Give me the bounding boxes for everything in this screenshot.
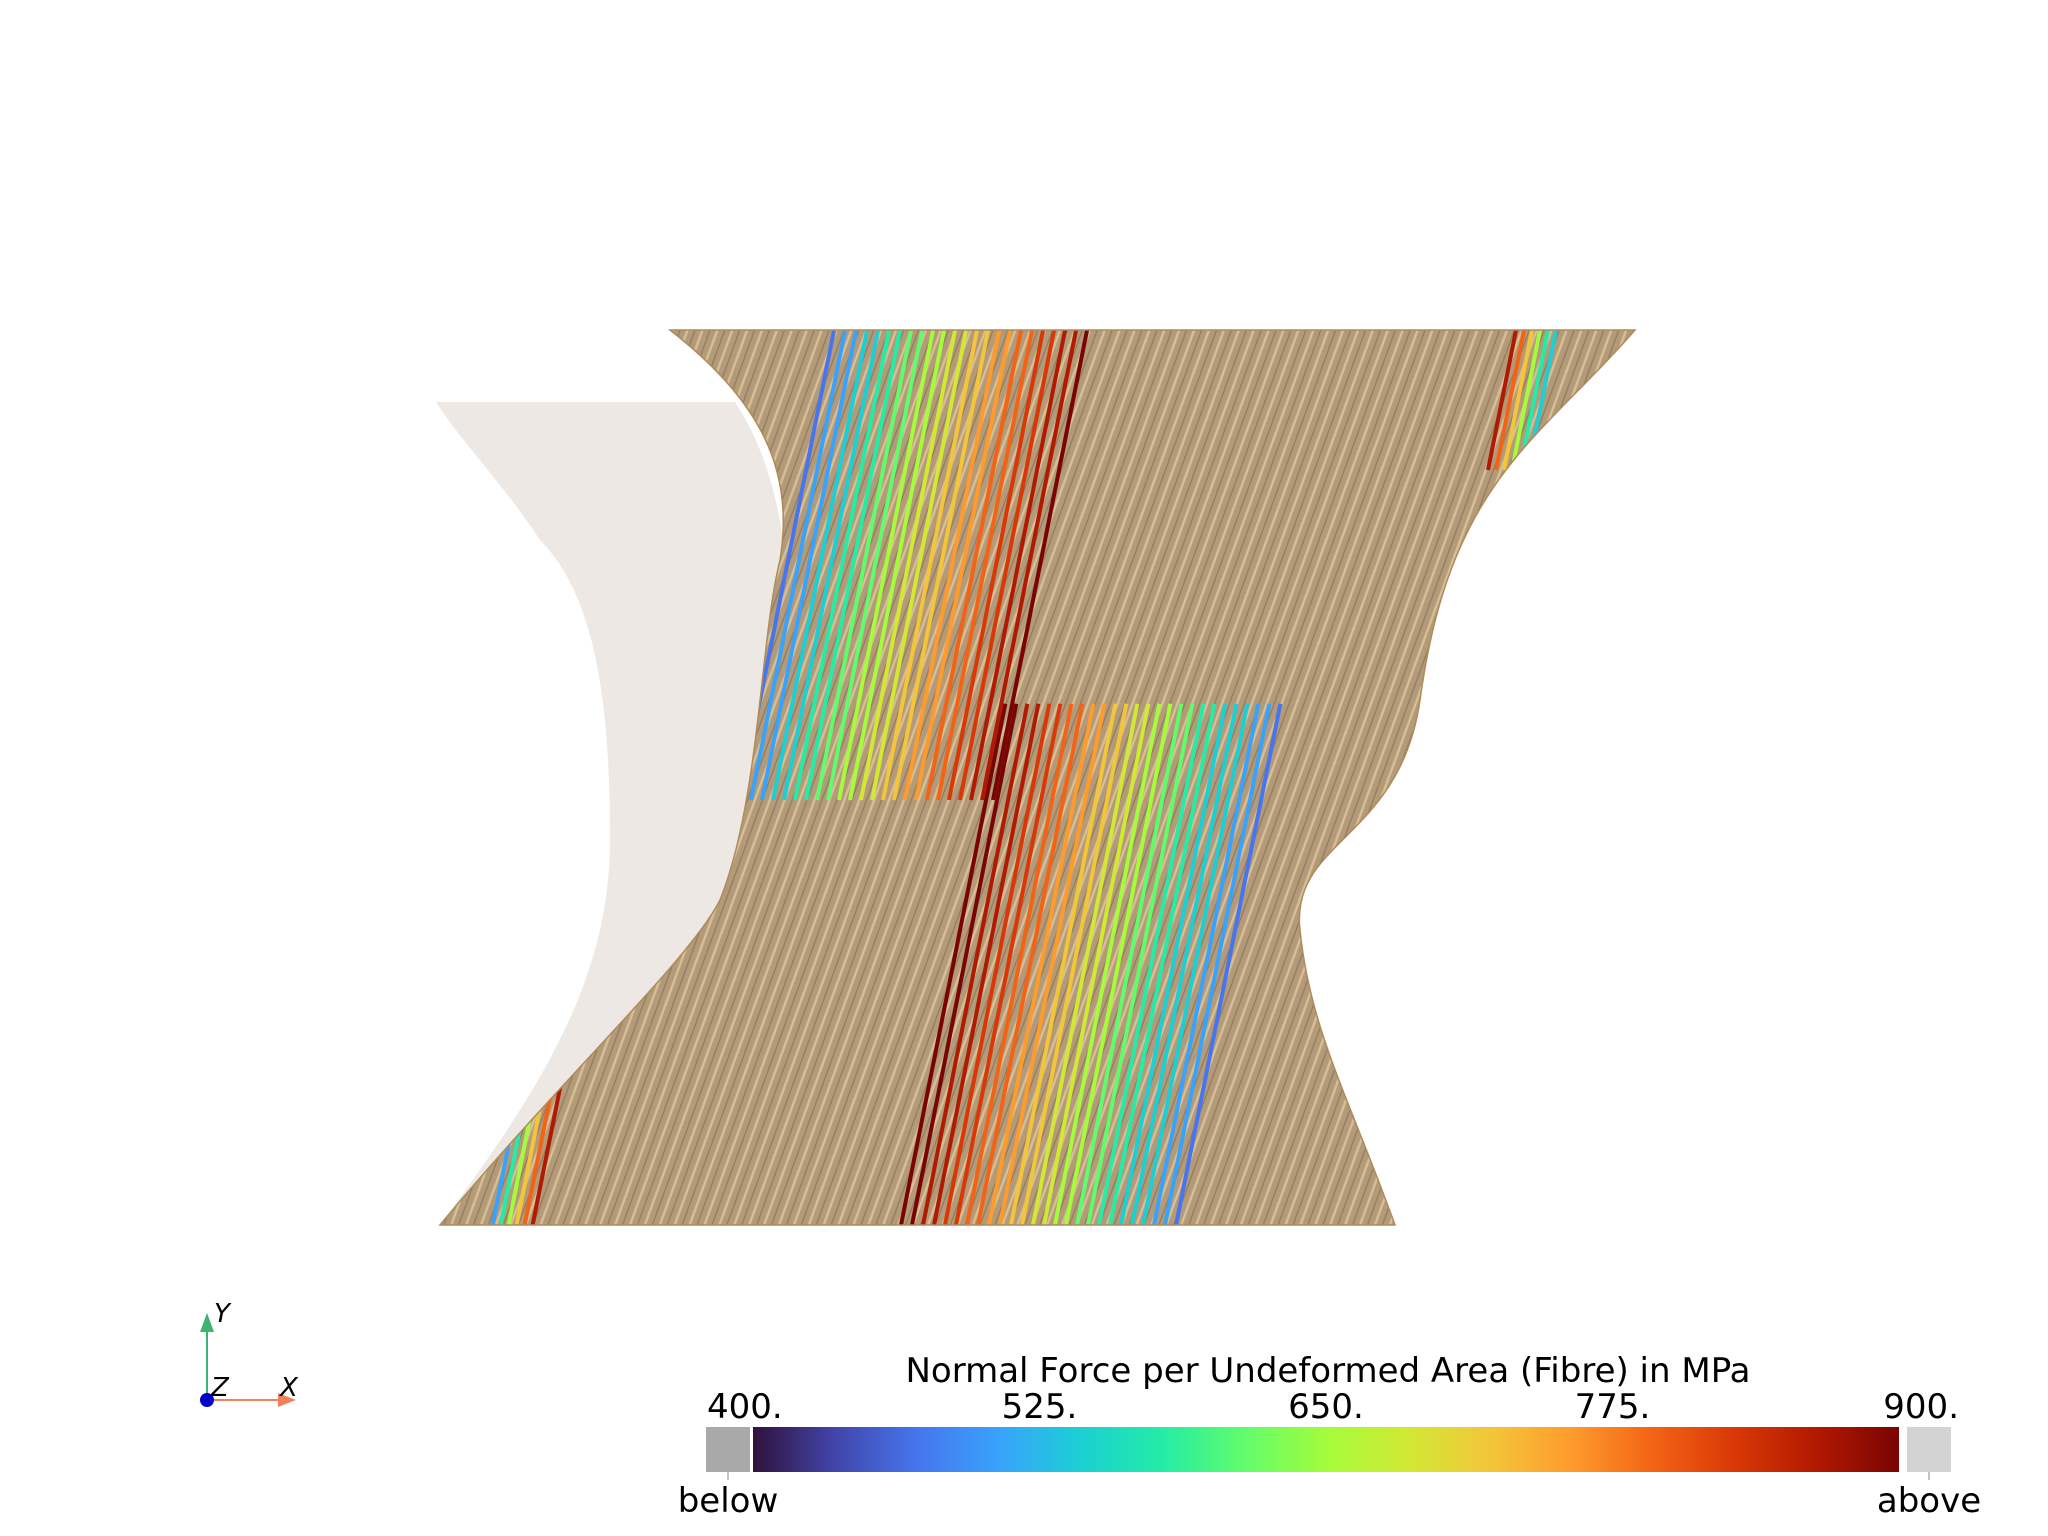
- stress-fibre-b-16: [1074, 703, 1184, 1225]
- above-label: above: [1877, 1481, 1981, 1521]
- colorbar-gradient: [753, 1427, 1899, 1472]
- stress-fibre-b-9: [997, 703, 1107, 1225]
- colorbar-below-swatch: [706, 1427, 750, 1472]
- stress-fibre-b-6: [964, 703, 1074, 1225]
- stress-fibre-b-11: [1019, 703, 1129, 1225]
- stress-fibre-c-4: [1518, 330, 1553, 471]
- z-axis-label: Z: [210, 1373, 230, 1403]
- stress-fibre-b-7: [975, 703, 1085, 1225]
- stress-fibre-b-13: [1041, 703, 1151, 1225]
- colorbar-title: Normal Force per Undeformed Area (Fibre)…: [905, 1351, 1750, 1391]
- stress-fibre-a-2: [760, 330, 862, 801]
- stress-fibre-b-22: [1140, 703, 1250, 1225]
- stress-fibre-a-18: [936, 330, 1038, 801]
- z-axis-dot: [200, 1393, 214, 1407]
- x-axis-arrow: [278, 1393, 296, 1407]
- stress-fibre-b-23: [1151, 703, 1261, 1225]
- stress-fibre-b-3: [931, 703, 1041, 1225]
- colorbar-tick-1: 525.: [1002, 1387, 1078, 1427]
- y-axis-label: Y: [214, 1299, 232, 1329]
- colorbar-tick-2: 650.: [1288, 1387, 1364, 1427]
- stress-fibre-a-10: [848, 330, 950, 801]
- stress-fibre-b-2: [920, 703, 1030, 1225]
- stress-fibre-a-1: [749, 330, 851, 801]
- stress-fibre-b-18: [1096, 703, 1206, 1225]
- stress-bands: [490, 330, 1561, 1225]
- stress-fibre-a-6: [804, 330, 906, 801]
- stress-fibre-b-1: [909, 703, 1019, 1225]
- stress-fibre-c-1: [1494, 330, 1529, 471]
- colorbar-tick-4: 900.: [1883, 1387, 1959, 1427]
- stress-fibre-b-17: [1085, 703, 1195, 1225]
- specimen-outline: [438, 329, 1637, 1226]
- stress-fibre-a-23: [991, 330, 1093, 801]
- stress-fibre-a-16: [914, 330, 1016, 801]
- stress-fibre-a-7: [815, 330, 917, 801]
- colorbar-tick-3: 775.: [1575, 1387, 1651, 1427]
- stress-fibre-b-10: [1008, 703, 1118, 1225]
- stress-fibre-b-0: [898, 703, 1008, 1225]
- color-legend: Normal Force per Undeformed Area (Fibre)…: [678, 1351, 1981, 1521]
- stress-fibre-b-4: [942, 703, 1052, 1225]
- stress-fibre-c-2: [1502, 330, 1537, 471]
- stress-fibre-a-21: [969, 330, 1071, 801]
- colorbar-tick-0: 400.: [707, 1387, 783, 1427]
- stress-fibre-a-20: [958, 330, 1060, 801]
- stress-fibre-a-8: [826, 330, 928, 801]
- stress-fibre-a-4: [782, 330, 884, 801]
- stress-fibre-a-11: [859, 330, 961, 801]
- stress-fibre-b-24: [1162, 703, 1272, 1225]
- stress-fibre-b-20: [1118, 703, 1228, 1225]
- stress-fibre-b-5: [953, 703, 1063, 1225]
- colorbar-above-swatch: [1907, 1427, 1951, 1472]
- stress-fibre-b-8: [986, 703, 1096, 1225]
- below-label: below: [678, 1481, 779, 1521]
- stress-fibre-b-25: [1173, 703, 1283, 1225]
- stress-fibre-c-0: [1486, 330, 1521, 471]
- colorbar-tick-labels: 400. 525. 650. 775. 900.: [707, 1387, 1959, 1427]
- x-axis-label: X: [278, 1373, 299, 1403]
- stress-fibre-a-5: [793, 330, 895, 801]
- stress-fibre-a-15: [903, 330, 1005, 801]
- stress-fibre-b-19: [1107, 703, 1217, 1225]
- stress-fibre-a-13: [881, 330, 983, 801]
- orientation-axes: Y Z X: [200, 1299, 299, 1407]
- stress-fibre-a-3: [771, 330, 873, 801]
- reference-shape: [436, 402, 790, 1225]
- stress-fibre-c-3: [1510, 330, 1545, 471]
- stress-fibre-a-9: [837, 330, 939, 801]
- stress-fibre-b-12: [1030, 703, 1140, 1225]
- stress-fibre-d-5: [530, 1086, 563, 1225]
- y-axis-arrow: [200, 1313, 214, 1332]
- stress-fibre-b-15: [1063, 703, 1173, 1225]
- stress-fibre-a-12: [870, 330, 972, 801]
- stress-fibre-a-22: [980, 330, 1082, 801]
- stress-fibre-b-21: [1129, 703, 1239, 1225]
- stress-fibre-a-17: [925, 330, 1027, 801]
- stress-fibre-a-19: [947, 330, 1049, 801]
- stress-fibre-a-14: [892, 330, 994, 801]
- stress-fibre-d-4: [522, 1086, 555, 1225]
- stress-fibre-b-14: [1052, 703, 1162, 1225]
